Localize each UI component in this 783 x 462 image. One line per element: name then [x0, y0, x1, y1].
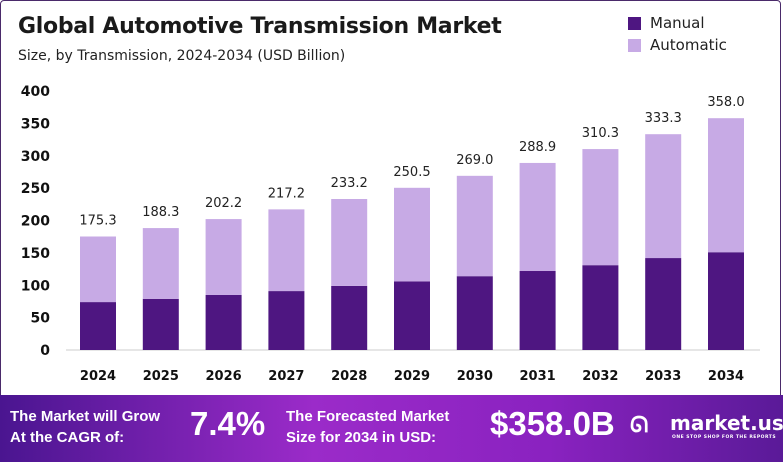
- x-tick-label-2029: 2029: [394, 369, 430, 384]
- bar-manual-2026: [205, 294, 242, 350]
- legend-swatch-manual: [628, 16, 641, 30]
- bar-manual-2025: [142, 298, 179, 350]
- x-tick-label-2033: 2033: [645, 369, 681, 384]
- y-tick-label: 400: [21, 84, 50, 100]
- x-tick-label-2024: 2024: [80, 369, 116, 384]
- bar-automatic-2028: [331, 199, 368, 286]
- bar-automatic-2026: [205, 219, 242, 295]
- bar-automatic-2025: [142, 228, 179, 299]
- total-label-2024: 175.3: [79, 213, 116, 228]
- chart-subtitle: Size, by Transmission, 2024-2034 (USD Bi…: [18, 48, 346, 64]
- bar-automatic-2034: [708, 118, 744, 253]
- bar-automatic-2033: [645, 134, 682, 259]
- cagr-value: 7.4%: [190, 405, 266, 442]
- total-label-2033: 333.3: [645, 111, 682, 126]
- x-tick-label-2031: 2031: [520, 369, 556, 384]
- plot-area: 0 50 100 150 200 250 300 350 400 175.3 2024 188.3 20…: [21, 84, 760, 384]
- bar-manual-2034: [708, 252, 744, 350]
- legend-item-automatic: Automatic: [628, 34, 727, 56]
- x-tick-label-2032: 2032: [582, 369, 618, 384]
- bar-automatic-2024: [80, 236, 116, 303]
- bar-manual-2031: [519, 271, 556, 350]
- y-tick-label: 250: [21, 181, 50, 197]
- legend: Manual Automatic: [628, 12, 727, 56]
- x-tick-label-2025: 2025: [143, 369, 179, 384]
- bar-automatic-2029: [394, 187, 430, 282]
- y-tick-label: 50: [31, 311, 51, 327]
- total-label-2032: 310.3: [582, 126, 619, 141]
- x-tick-label-2027: 2027: [268, 369, 304, 384]
- brand-name: market.us: [670, 411, 783, 435]
- bar-manual-2033: [645, 258, 682, 350]
- y-tick-label: 350: [21, 116, 50, 132]
- total-label-2031: 288.9: [519, 140, 556, 155]
- x-tick-label-2028: 2028: [331, 369, 367, 384]
- y-tick-label: 0: [40, 343, 50, 359]
- bar-automatic-2032: [582, 149, 619, 266]
- brand-tagline: ONE STOP SHOP FOR THE REPORTS: [672, 435, 777, 440]
- y-tick-label: 100: [21, 278, 50, 294]
- total-label-2027: 217.2: [268, 186, 305, 201]
- bar-automatic-2031: [519, 162, 556, 272]
- x-tick-label-2030: 2030: [457, 369, 493, 384]
- legend-label-automatic: Automatic: [650, 36, 727, 54]
- y-tick-label: 200: [21, 214, 50, 230]
- bar-manual-2027: [268, 291, 305, 350]
- forecast-value: $358.0B: [490, 405, 615, 442]
- total-label-2026: 202.2: [205, 196, 242, 211]
- bar-manual-2032: [582, 265, 619, 350]
- legend-swatch-automatic: [628, 38, 641, 52]
- total-label-2029: 250.5: [393, 165, 430, 180]
- bar-manual-2024: [80, 302, 116, 350]
- bar-manual-2030: [456, 276, 493, 350]
- bar-automatic-2030: [456, 175, 493, 277]
- bar-manual-2029: [394, 281, 430, 350]
- x-tick-label-2034: 2034: [708, 369, 744, 384]
- forecast-label: The Forecasted Market Size for 2034 in US…: [286, 408, 450, 446]
- total-label-2028: 233.2: [331, 176, 368, 191]
- y-tick-label: 300: [21, 149, 50, 165]
- market-us-logo-icon: ᘏ: [630, 413, 649, 438]
- y-tick-label: 150: [21, 246, 50, 262]
- total-label-2030: 269.0: [456, 153, 493, 168]
- x-tick-label-2026: 2026: [206, 369, 242, 384]
- bar-automatic-2027: [268, 209, 305, 292]
- legend-item-manual: Manual: [628, 12, 727, 34]
- bar-manual-2028: [331, 285, 368, 350]
- footer-banner: The Market will Grow At the CAGR of: 7.4%…: [0, 395, 783, 462]
- cagr-label: The Market will Grow At the CAGR of:: [10, 408, 161, 446]
- total-label-2025: 188.3: [142, 205, 179, 220]
- total-label-2034: 358.0: [707, 95, 744, 110]
- chart-title: Global Automotive Transmission Market: [18, 14, 502, 39]
- legend-label-manual: Manual: [650, 14, 705, 32]
